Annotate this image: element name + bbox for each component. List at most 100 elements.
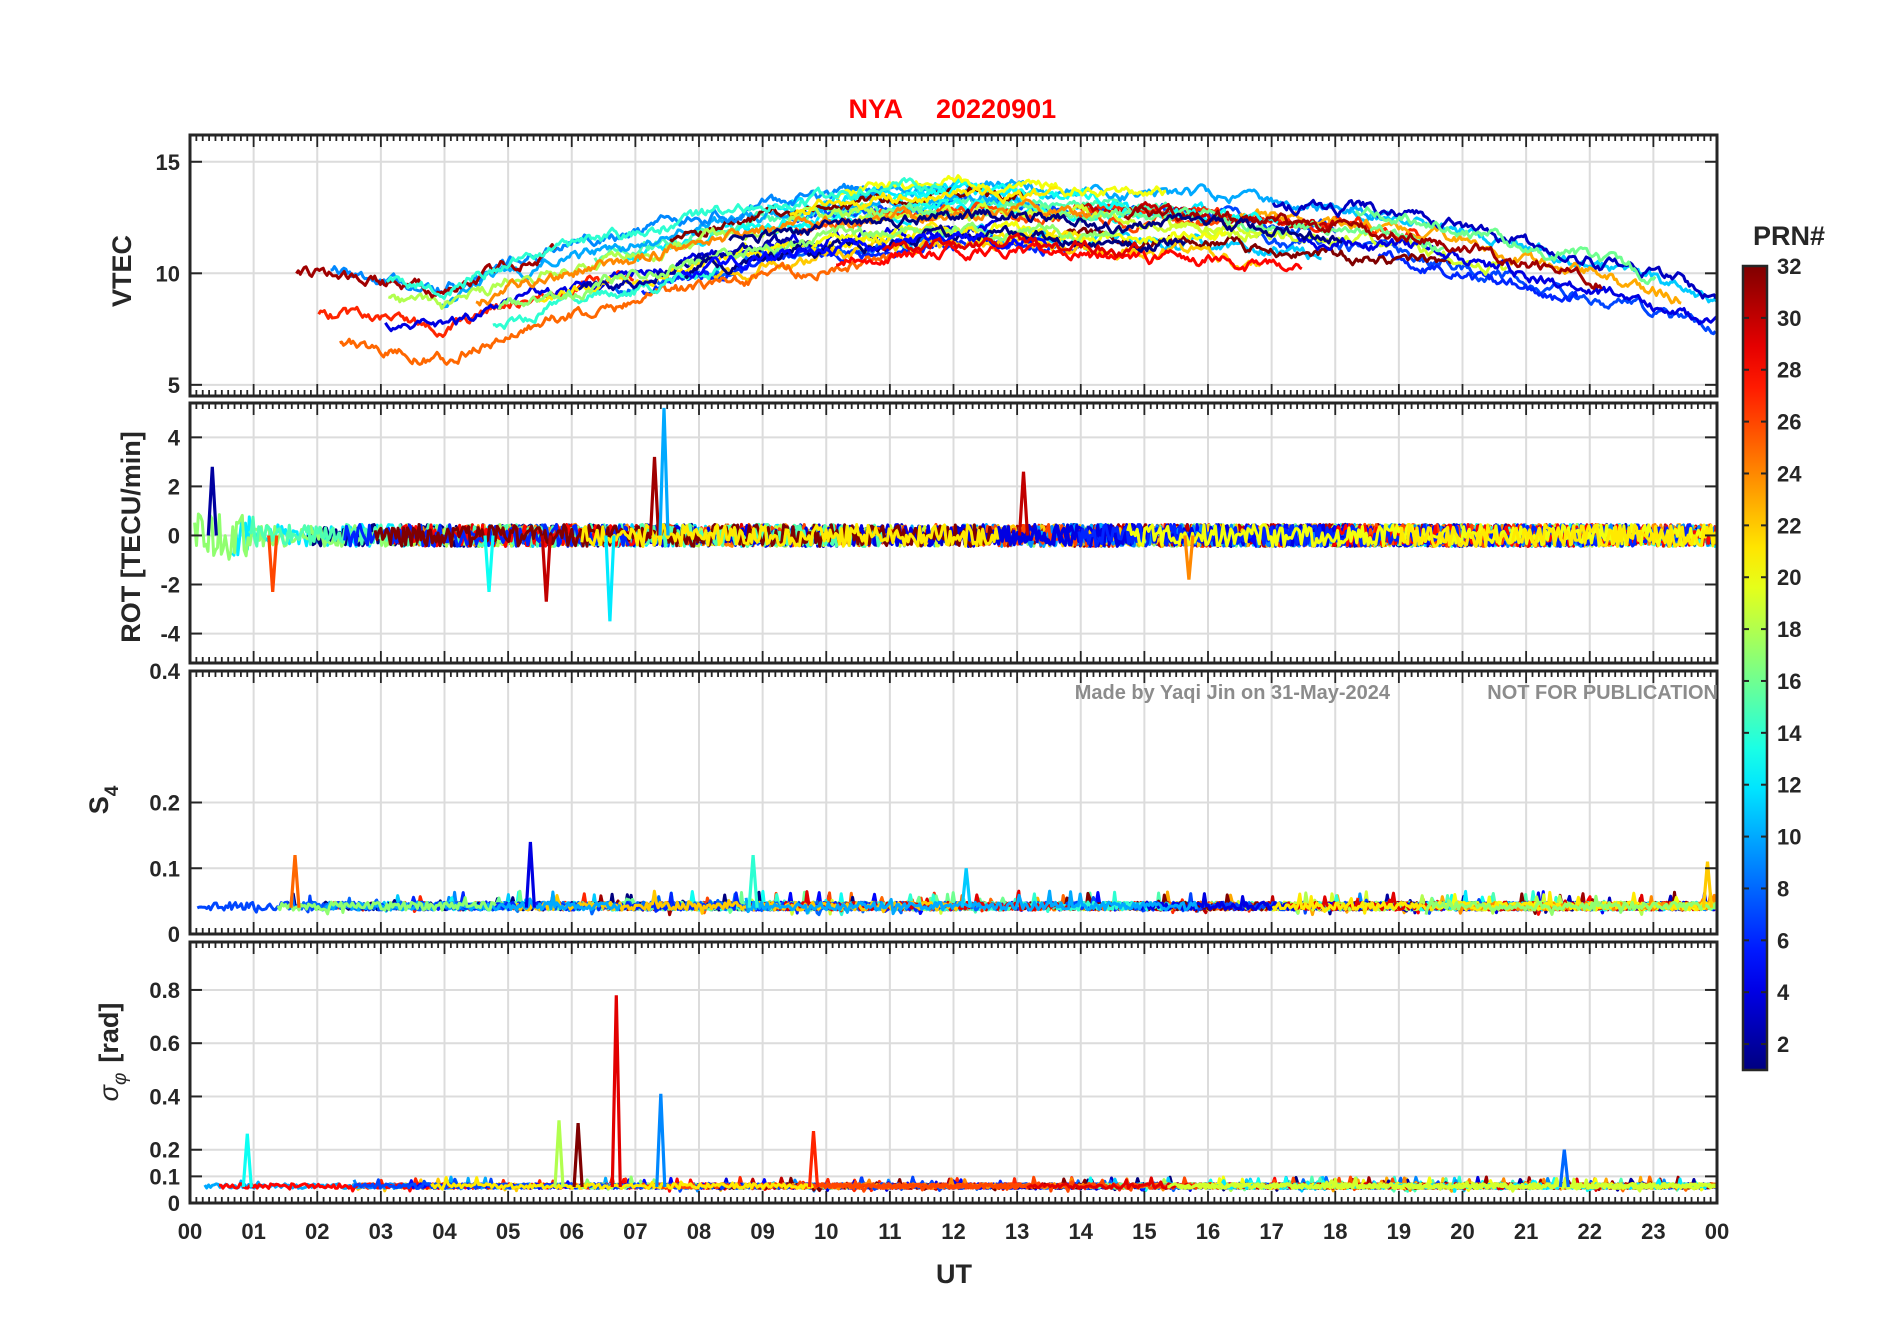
series-prn-14	[386, 177, 943, 300]
x-tick-label: 04	[432, 1219, 457, 1244]
series-prn-17	[1424, 894, 1717, 916]
vtec-series-group	[295, 174, 1717, 366]
vtec-ytick-label: 15	[156, 150, 180, 175]
x-tick-label: 03	[369, 1219, 393, 1244]
s4-spike-4	[1701, 861, 1714, 908]
series-prn-17	[276, 896, 497, 916]
colorbar-tick-label: 10	[1777, 825, 1801, 850]
vtec-panel: 5 10 15	[156, 133, 1719, 398]
series-prn-19	[1157, 215, 1508, 276]
s4-spike-3	[960, 868, 972, 908]
y-label-vtec: VTEC	[107, 235, 137, 307]
s4-ytick-label: 0	[168, 922, 180, 947]
sigma-ytick-label: 0.6	[149, 1031, 180, 1056]
sigma-series-group	[203, 995, 1717, 1193]
colorbar-label: PRN#	[1753, 221, 1825, 251]
series-prn-19	[1167, 1177, 1716, 1193]
title-date: 20220901	[936, 94, 1056, 124]
x-tick-label: 00	[178, 1219, 202, 1244]
sigma-axis-label-main: σ	[94, 1083, 124, 1101]
x-tick-label: 22	[1578, 1219, 1602, 1244]
s4-axis-label-sub: 4	[102, 785, 123, 796]
sigma-ytick-label: 0.1	[149, 1164, 180, 1189]
x-tick-label: 08	[687, 1219, 711, 1244]
series-prn-21	[430, 1176, 815, 1191]
x-tick-label: 19	[1387, 1219, 1411, 1244]
x-tick-label: 23	[1641, 1219, 1665, 1244]
vtec-ytick-label: 5	[168, 373, 180, 398]
watermark-note: NOT FOR PUBLICATION	[1487, 682, 1718, 704]
series-prn-14	[492, 265, 722, 330]
s4-spike-1	[524, 841, 536, 908]
rot-ytick-label: -4	[160, 622, 180, 647]
rot-spike-3	[540, 535, 552, 602]
rot-spike-2	[483, 535, 495, 593]
rot-axis-label: ROT [TECU/min]	[116, 431, 146, 642]
rot-spike-1	[267, 535, 279, 593]
x-tick-label: 17	[1259, 1219, 1283, 1244]
series-prn-2	[577, 233, 813, 292]
s4-spike-2	[747, 854, 759, 908]
sigma-ytick-label: 0.4	[149, 1084, 180, 1109]
sigma-spike-0	[241, 1133, 253, 1188]
series-prn-22	[713, 236, 1262, 282]
x-tick-label: 14	[1069, 1219, 1094, 1244]
series-prn-1	[728, 208, 1343, 245]
colorbar-tick-label: 24	[1777, 461, 1802, 486]
colorbar-tick-label: 20	[1777, 565, 1801, 590]
x-tick-label: 12	[941, 1219, 965, 1244]
rot-ytick-label: -2	[160, 573, 180, 598]
series-prn-6	[1377, 250, 1579, 303]
sigma-spike-1	[553, 1120, 565, 1188]
sigma-spike-3	[610, 995, 622, 1188]
colorbar-tick-label: 32	[1777, 254, 1801, 279]
x-axis-label: UT	[936, 1259, 972, 1289]
x-tick-label: 09	[750, 1219, 774, 1244]
series-prn-3	[1271, 198, 1717, 300]
watermark-author: Made by Yaqi Jin on 31-May-2024	[1075, 682, 1391, 704]
vtec-axes-box	[188, 133, 1719, 398]
rot-ytick-label: 0	[168, 523, 180, 548]
rot-spike-4	[604, 535, 616, 622]
x-tick-label: 15	[1132, 1219, 1156, 1244]
sigma-spike-2	[572, 1123, 584, 1188]
s4-ytick-label: 0.2	[149, 791, 180, 816]
series-prn-25	[339, 253, 893, 366]
sigma-spike-4	[655, 1093, 667, 1188]
sigma-panel: 00.10.2 0.4 0.6 0.8	[149, 940, 1719, 1216]
series-prn-21	[1398, 523, 1717, 548]
x-tick-label: 21	[1514, 1219, 1538, 1244]
s4-series-group	[196, 841, 1717, 917]
s4-axis-label-main: S	[84, 796, 114, 814]
rot-spike-5	[648, 456, 661, 536]
x-tick-label: 16	[1196, 1219, 1220, 1244]
colorbar-tick-label: 30	[1777, 306, 1801, 331]
series-prn-21	[789, 185, 1058, 217]
colorbar-tick-label: 14	[1777, 721, 1802, 746]
x-tick-label: 05	[496, 1219, 520, 1244]
y-label-s4: S4	[84, 785, 123, 814]
series-prn-29	[745, 889, 1070, 913]
y-label-sigma: σφ [rad]	[94, 1003, 131, 1102]
s4-panel: 0 0.1 0.2 0.4	[149, 659, 1719, 947]
rot-panel: -4 -2 0 2 4	[160, 401, 1719, 665]
colorbar-tick-label: 12	[1777, 773, 1801, 798]
colorbar-tick-label: 28	[1777, 358, 1801, 383]
series-prn-28	[836, 241, 1303, 273]
x-tick-label: 11	[878, 1219, 901, 1244]
sigma-ytick-label: 0	[168, 1191, 180, 1216]
colorbar-tick-label: 26	[1777, 410, 1801, 435]
sigma-ytick-label: 0.2	[149, 1138, 180, 1163]
colorbar-tick-label: 8	[1777, 876, 1789, 901]
colorbar-tick-label: 4	[1777, 980, 1790, 1005]
x-tick-label: 20	[1450, 1219, 1474, 1244]
rot-spike-6	[658, 407, 670, 536]
vtec-ytick-label: 10	[156, 261, 180, 286]
s4-axis-label: S4	[84, 785, 123, 814]
x-tick-label: 01	[241, 1219, 265, 1244]
sigma-spike-5	[807, 1130, 820, 1188]
sigma-axis-label: σφ [rad]	[94, 1003, 131, 1102]
x-tick-label: 07	[623, 1219, 647, 1244]
